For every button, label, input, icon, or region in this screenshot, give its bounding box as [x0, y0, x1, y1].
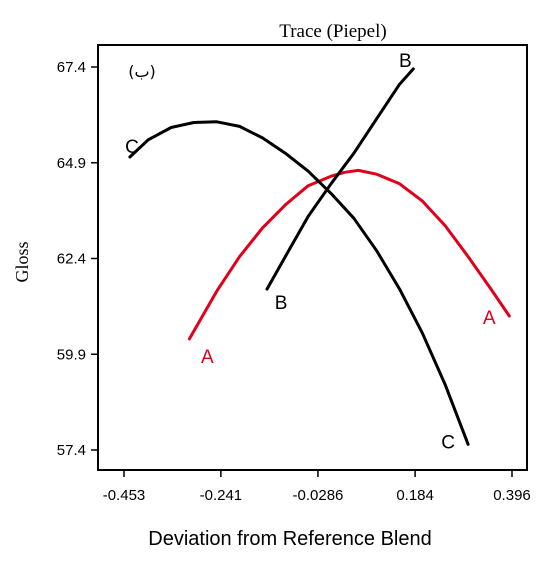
plot-area: 57.4 59.9 62.4 64.9 67.4 -0.453 -0.241 -0.0286 0…: [57, 44, 531, 504]
x-tick-label: 0.396: [493, 487, 531, 504]
series-B-line: [265, 67, 415, 291]
x-tick-label: -0.0286: [293, 487, 344, 504]
plot-frame: [97, 44, 528, 471]
y-tick-label: 59.9: [57, 346, 86, 363]
y-axis-label: Gloss: [12, 241, 32, 282]
series-C-line: [128, 120, 470, 446]
series-A-label: A: [201, 347, 214, 368]
series-A-line: [187, 168, 511, 341]
y-tick-label: 67.4: [57, 59, 86, 76]
series-B-label: B: [399, 51, 412, 72]
series-B-label: B: [275, 293, 288, 314]
series-C-label: C: [441, 432, 455, 453]
chart-title: Trace (Piepel): [279, 21, 386, 42]
panel-label: (ب): [128, 62, 156, 81]
series-A-label: A: [483, 308, 496, 329]
y-tick-label: 62.4: [57, 251, 86, 268]
y-tick-label: 57.4: [57, 442, 86, 459]
x-tick-label: -0.241: [200, 487, 243, 504]
y-tick-label: 64.9: [57, 155, 86, 172]
x-tick-label: -0.453: [103, 487, 146, 504]
x-tick-label: 0.184: [396, 487, 434, 504]
x-axis-label: Deviation from Reference Blend: [148, 528, 431, 550]
series-C-label: C: [125, 137, 139, 158]
